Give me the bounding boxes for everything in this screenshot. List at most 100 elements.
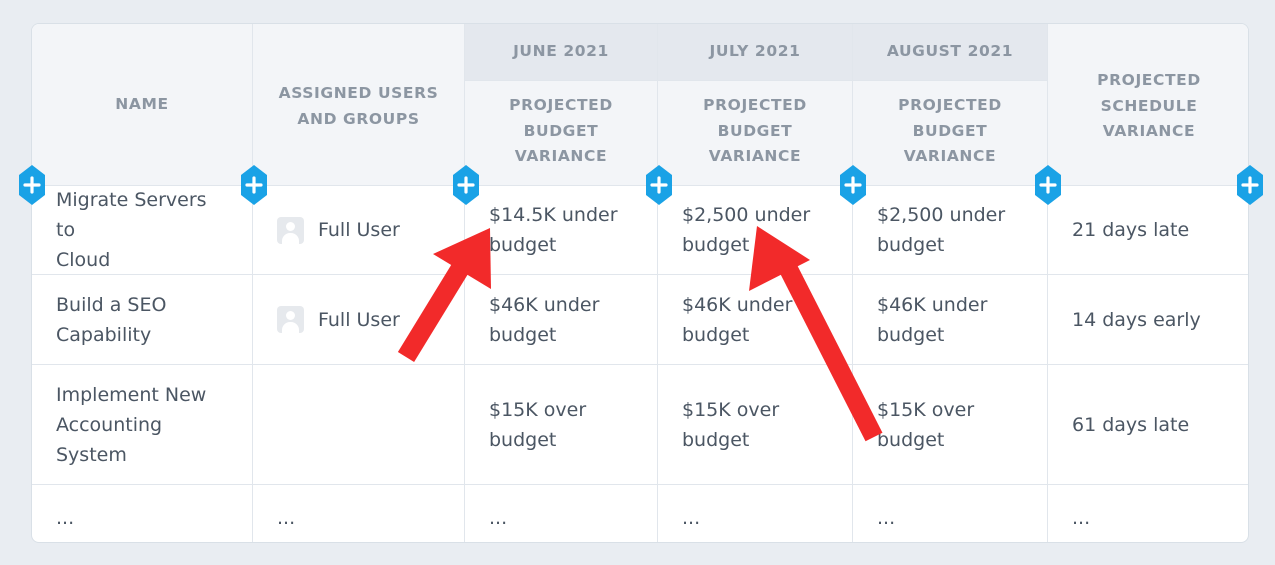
ellipsis-text: ... [682, 506, 701, 529]
add-column-button-6[interactable] [1035, 165, 1061, 205]
plus-icon [241, 165, 267, 205]
table-row-3-august-variance[interactable]: $15K over budget [853, 365, 1048, 485]
variance-text: $46K under budget [877, 290, 987, 350]
column-header-name-label: NAME [115, 94, 169, 113]
table-row-2-june-variance[interactable]: $46K under budget [465, 275, 658, 365]
table-row-1-august-variance[interactable]: $2,500 under budget [853, 186, 1048, 275]
budget-header-line3: VARIANCE [708, 147, 802, 165]
variance-line1: $46K under [489, 293, 600, 316]
row-name-line1: Implement New [56, 383, 207, 406]
table-row-1-june-variance[interactable]: $14.5K under budget [465, 186, 658, 275]
month-header-june-label: JUNE 2021 [513, 42, 609, 61]
budget-header-line1: PROJECTED [898, 96, 1002, 114]
add-column-button-3[interactable] [453, 165, 479, 205]
june-budget-header-label: PROJECTED BUDGET VARIANCE [509, 93, 613, 170]
month-header-july: JULY 2021 [658, 24, 853, 81]
schedule-variance-text: 14 days early [1072, 308, 1201, 331]
variance-table: NAME ASSIGNED USERS AND GROUPS JUNE 2021… [32, 24, 1248, 542]
variance-line2: budget [877, 428, 945, 451]
add-column-button-2[interactable] [241, 165, 267, 205]
plus-icon [1237, 165, 1263, 205]
table-row-1-schedule-variance[interactable]: 21 days late [1048, 186, 1248, 275]
variance-table-card: NAME ASSIGNED USERS AND GROUPS JUNE 2021… [31, 23, 1249, 543]
row-name-line2: Capability [56, 323, 152, 346]
plus-icon [840, 165, 866, 205]
budget-header-line3: VARIANCE [903, 147, 997, 165]
variance-line1: $2,500 under [877, 204, 1006, 226]
table-row-3-name[interactable]: Implement New Accounting System [32, 365, 253, 485]
user-avatar-icon [277, 216, 304, 244]
variance-line2: budget [682, 428, 750, 451]
row-name-line1: Build a SEO [56, 293, 167, 316]
table-row-1-assigned[interactable]: Full User [253, 186, 465, 275]
month-header-june: JUNE 2021 [465, 24, 658, 81]
table-row-2-name[interactable]: Build a SEO Capability [32, 275, 253, 365]
variance-line1: $15K over [489, 398, 587, 421]
add-column-button-4[interactable] [646, 165, 672, 205]
table-row-more-schedule: ... [1048, 485, 1248, 542]
variance-line1: $15K over [682, 398, 780, 421]
month-header-august-label: AUGUST 2021 [886, 42, 1014, 61]
table-row-more-august: ... [853, 485, 1048, 542]
assigned-user-name: Full User [318, 219, 400, 241]
ellipsis-text: ... [1072, 506, 1091, 529]
schedule-variance-text: 21 days late [1072, 219, 1190, 241]
table-row-3-schedule-variance[interactable]: 61 days late [1048, 365, 1248, 485]
add-column-button-5[interactable] [840, 165, 866, 205]
row-name-line3: System [56, 443, 127, 466]
variance-line1: $15K over [877, 398, 975, 421]
ellipsis-text: ... [877, 506, 896, 529]
column-header-name[interactable]: NAME [32, 24, 253, 186]
table-row-2-july-variance[interactable]: $46K under budget [658, 275, 853, 365]
schedule-header-line2: SCHEDULE [1100, 96, 1198, 115]
ellipsis-text: ... [277, 506, 296, 529]
table-row-1-name[interactable]: Migrate Servers to Cloud [32, 186, 253, 275]
budget-header-line1: PROJECTED [509, 96, 613, 114]
column-header-schedule-variance[interactable]: PROJECTED SCHEDULE VARIANCE [1048, 24, 1248, 186]
schedule-variance-text: 61 days late [1072, 413, 1190, 436]
column-header-june-budget-variance[interactable]: PROJECTED BUDGET VARIANCE [465, 81, 658, 186]
variance-line2: budget [489, 323, 557, 346]
table-row-2-assigned[interactable]: Full User [253, 275, 465, 365]
table-row-3-assigned[interactable] [253, 365, 465, 485]
variance-line1: $14.5K under [489, 204, 618, 226]
schedule-header-line1: PROJECTED [1097, 71, 1201, 89]
table-row-3-july-variance[interactable]: $15K over budget [658, 365, 853, 485]
assigned-header-line1: ASSIGNED USERS [278, 84, 439, 102]
budget-header-line1: PROJECTED [703, 96, 807, 114]
variance-line1: $46K under [877, 293, 988, 316]
column-header-july-budget-variance[interactable]: PROJECTED BUDGET VARIANCE [658, 81, 853, 186]
add-column-button-7[interactable] [1237, 165, 1263, 205]
table-row-3-june-variance[interactable]: $15K over budget [465, 365, 658, 485]
schedule-header-line3: VARIANCE [1102, 122, 1196, 140]
variance-text: $2,500 under budget [877, 200, 1005, 260]
budget-header-line2: BUDGET [523, 121, 599, 140]
add-column-button-1[interactable] [19, 165, 45, 205]
variance-line2: budget [682, 323, 750, 346]
variance-line2: budget [489, 428, 557, 451]
month-header-july-label: JULY 2021 [709, 42, 801, 61]
column-header-assigned-label: ASSIGNED USERS AND GROUPS [279, 81, 439, 132]
table-row-1-july-variance[interactable]: $2,500 under budget [658, 186, 853, 275]
table-row-more-june: ... [465, 485, 658, 542]
variance-line2: budget [682, 234, 750, 256]
assigned-user-name: Full User [318, 308, 400, 331]
row-name-line2: Accounting [56, 413, 163, 436]
plus-icon [646, 165, 672, 205]
row-name-text: Implement New Accounting System [56, 380, 206, 470]
variance-text: $2,500 under budget [682, 200, 810, 260]
row-name-text: Build a SEO Capability [56, 290, 166, 350]
table-row-2-august-variance[interactable]: $46K under budget [853, 275, 1048, 365]
variance-text: $15K over budget [489, 395, 586, 455]
plus-icon [453, 165, 479, 205]
variance-text: $15K over budget [682, 395, 779, 455]
column-header-august-budget-variance[interactable]: PROJECTED BUDGET VARIANCE [853, 81, 1048, 186]
table-row-2-schedule-variance[interactable]: 14 days early [1048, 275, 1248, 365]
table-row-more-name: ... [32, 485, 253, 542]
variance-text: $46K under budget [682, 290, 792, 350]
user-avatar-icon [277, 306, 304, 333]
row-name-line1: Migrate Servers to [56, 189, 207, 241]
assigned-header-line2: AND GROUPS [297, 109, 420, 128]
august-budget-header-label: PROJECTED BUDGET VARIANCE [898, 93, 1002, 170]
column-header-assigned[interactable]: ASSIGNED USERS AND GROUPS [253, 24, 465, 186]
